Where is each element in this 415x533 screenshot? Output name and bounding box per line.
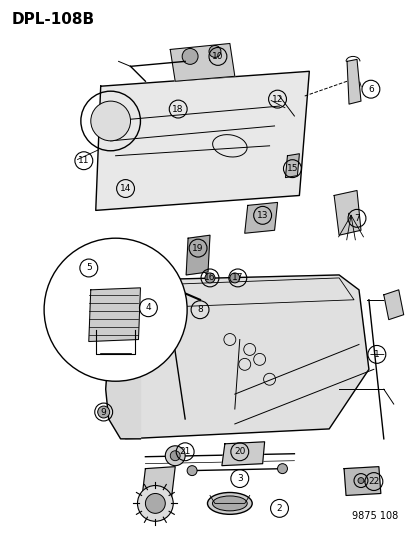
Polygon shape — [347, 59, 361, 104]
Circle shape — [170, 451, 180, 461]
Polygon shape — [111, 275, 369, 439]
Text: 10: 10 — [212, 52, 224, 61]
Text: 16: 16 — [204, 273, 216, 282]
Circle shape — [205, 273, 215, 283]
Circle shape — [165, 446, 185, 466]
Circle shape — [209, 45, 221, 58]
Circle shape — [137, 486, 173, 521]
Circle shape — [44, 238, 187, 381]
Text: 2: 2 — [277, 504, 282, 513]
Text: 21: 21 — [179, 447, 191, 456]
Polygon shape — [140, 467, 175, 511]
Text: 17: 17 — [232, 273, 244, 282]
Text: 3: 3 — [237, 474, 243, 483]
Polygon shape — [286, 154, 299, 177]
Polygon shape — [334, 190, 361, 235]
Polygon shape — [106, 280, 140, 439]
Text: 9875 108: 9875 108 — [352, 511, 399, 521]
Polygon shape — [344, 467, 381, 496]
Circle shape — [230, 273, 240, 283]
Text: 19: 19 — [192, 244, 204, 253]
Text: 8: 8 — [197, 305, 203, 314]
Circle shape — [187, 466, 197, 475]
Text: 15: 15 — [287, 164, 298, 173]
Text: 7: 7 — [354, 214, 360, 223]
Text: 14: 14 — [120, 184, 131, 193]
Text: 13: 13 — [257, 211, 269, 220]
Text: 1: 1 — [374, 350, 380, 359]
Text: DPL-108B: DPL-108B — [11, 12, 95, 27]
Text: 5: 5 — [86, 263, 92, 272]
Polygon shape — [245, 203, 278, 233]
Circle shape — [278, 464, 288, 474]
Polygon shape — [186, 235, 210, 275]
Circle shape — [91, 101, 131, 141]
Text: 6: 6 — [368, 85, 374, 94]
Circle shape — [145, 494, 165, 513]
Circle shape — [182, 49, 198, 64]
Polygon shape — [170, 44, 235, 81]
Polygon shape — [384, 290, 404, 320]
Ellipse shape — [212, 496, 247, 511]
Text: 22: 22 — [368, 477, 379, 486]
Ellipse shape — [208, 492, 252, 514]
Polygon shape — [89, 288, 140, 342]
Text: 12: 12 — [272, 95, 283, 103]
Text: 9: 9 — [101, 408, 107, 416]
Polygon shape — [96, 71, 309, 211]
Polygon shape — [222, 442, 265, 466]
Circle shape — [98, 406, 110, 418]
Circle shape — [358, 478, 364, 483]
Text: 20: 20 — [234, 447, 245, 456]
Text: 18: 18 — [173, 104, 184, 114]
Text: 4: 4 — [146, 303, 151, 312]
Text: 11: 11 — [78, 156, 90, 165]
